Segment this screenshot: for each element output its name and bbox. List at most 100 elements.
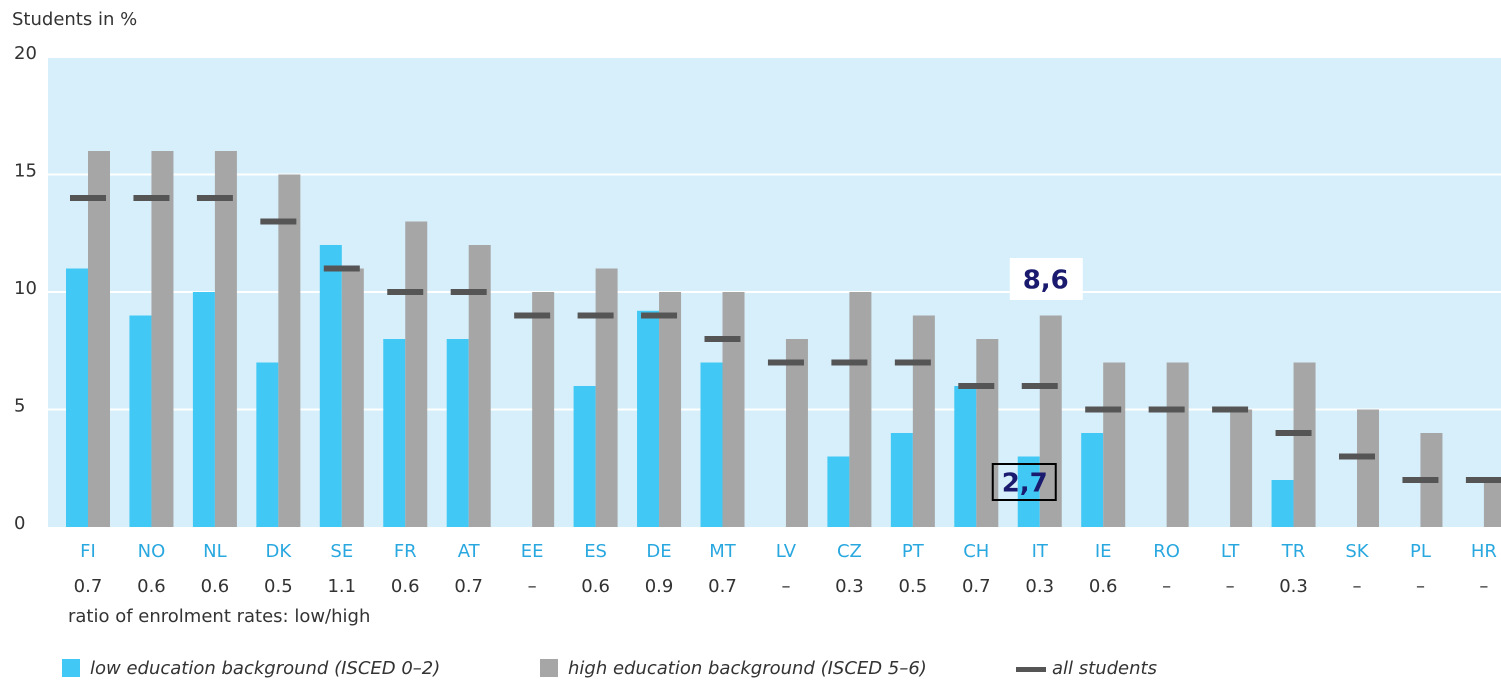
dash [831, 359, 868, 366]
dash [387, 289, 424, 295]
bar [659, 292, 682, 527]
ratio-label: 1.1 [327, 576, 356, 597]
ratio-label: 0.3 [835, 576, 864, 597]
y-tick-label: 5 [14, 396, 25, 417]
dash [70, 195, 106, 201]
ratio-label: 0.7 [962, 576, 991, 597]
ratio-label: – [528, 576, 537, 597]
x-tick-label: DE [646, 541, 671, 562]
bar [1230, 409, 1253, 527]
x-tick-label: LT [1221, 541, 1241, 562]
x-tick-label: FR [394, 541, 417, 562]
bar [192, 292, 215, 527]
dash [767, 359, 804, 366]
ratio-label: – [1162, 576, 1171, 597]
x-tick-label: SE [330, 541, 353, 562]
ratio-label: 0.5 [264, 576, 293, 597]
dash [1465, 477, 1501, 483]
x-tick-label: CH [963, 541, 989, 562]
bar [1293, 362, 1316, 527]
bar [1271, 480, 1294, 527]
bar [912, 315, 935, 527]
ratio-label: 0.6 [1089, 576, 1118, 597]
ratio-label: 0.6 [201, 576, 230, 597]
x-tick-label: IT [1032, 541, 1049, 562]
bar [278, 174, 301, 527]
y-tick-label: 15 [14, 161, 37, 182]
dash [514, 312, 551, 319]
bar [849, 292, 872, 527]
dash [1212, 406, 1249, 413]
ratio-label: 0.7 [74, 576, 103, 597]
annotation: 8,6 [1023, 266, 1069, 296]
ratio-label: 0.6 [391, 576, 420, 597]
dash [450, 289, 487, 295]
ratio-label: – [781, 576, 790, 597]
bar [468, 245, 491, 527]
bar [214, 151, 237, 527]
bar [66, 268, 88, 527]
bar [573, 386, 596, 527]
legend-swatch [62, 659, 80, 677]
bar [1357, 409, 1379, 527]
dash [1021, 383, 1058, 389]
dash [1339, 453, 1375, 460]
bar [446, 339, 469, 527]
x-tick-label: FI [80, 541, 96, 562]
ratio-label: – [1416, 576, 1425, 597]
dash [641, 312, 678, 319]
dash [1148, 406, 1185, 413]
bar [88, 151, 110, 527]
annotation: 2,7 [1002, 469, 1048, 499]
dash [260, 218, 297, 225]
x-tick-label: CZ [837, 541, 862, 562]
dash [1402, 477, 1439, 483]
x-tick-label: NL [203, 541, 227, 562]
bar [637, 310, 660, 527]
dash [894, 359, 931, 366]
annotation-box [991, 463, 1057, 501]
dash [133, 195, 170, 201]
ratio-label: – [1226, 576, 1235, 597]
x-tick-label: PL [1410, 541, 1431, 562]
dash [577, 312, 614, 319]
legend-label: high education background (ISCED 5–6) [568, 658, 927, 679]
bar [785, 339, 808, 527]
bar [1483, 480, 1501, 527]
dash [1085, 406, 1122, 413]
legend-label: all students [1052, 658, 1157, 679]
ratio-label: – [1479, 576, 1488, 597]
ratio-label: 0.5 [899, 576, 928, 597]
dash [323, 265, 360, 272]
bar [151, 151, 174, 527]
bar [954, 386, 977, 527]
bar [256, 362, 279, 527]
y-tick-label: 10 [14, 278, 37, 299]
ratio-label: 0.7 [708, 576, 737, 597]
ratio-label: 0.6 [581, 576, 610, 597]
dash [196, 195, 233, 201]
ratio-label: 0.3 [1025, 576, 1054, 597]
x-tick-label: IE [1095, 541, 1112, 562]
bar [1017, 456, 1040, 527]
bar [383, 339, 406, 527]
bar [722, 292, 745, 527]
x-tick-label: ES [584, 541, 607, 562]
x-tick-label: TR [1281, 541, 1306, 562]
x-tick-label: EE [521, 541, 544, 562]
x-tick-label: SK [1345, 541, 1369, 562]
x-tick-label: MT [709, 541, 737, 562]
y-axis-label: Students in % [12, 9, 137, 30]
x-tick-label: NO [138, 541, 166, 562]
bar [890, 433, 913, 527]
bar [1081, 433, 1104, 527]
x-tick-label: HR [1471, 541, 1497, 562]
bar [1103, 362, 1126, 527]
bar [595, 268, 618, 527]
x-tick-label: LV [776, 541, 797, 562]
ratio-label: 0.7 [454, 576, 483, 597]
ratio-label: 0.3 [1279, 576, 1308, 597]
legend-swatch [1016, 667, 1046, 672]
dash [1275, 430, 1312, 436]
ratio-label: 0.9 [645, 576, 674, 597]
